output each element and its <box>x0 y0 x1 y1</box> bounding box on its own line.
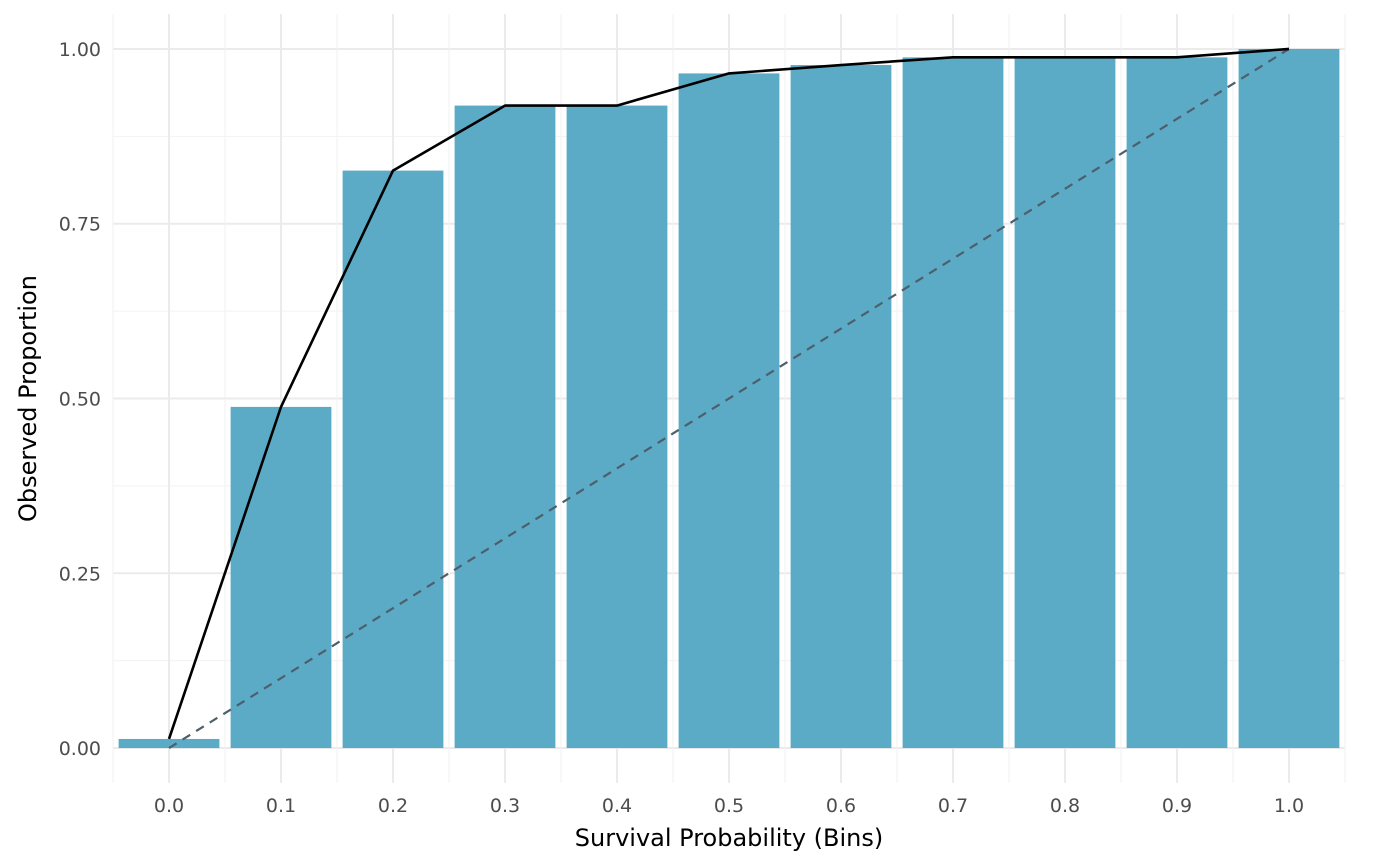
lines <box>167 47 1290 749</box>
bar-0.0 <box>118 738 220 749</box>
y-tick-label: 1.00 <box>59 39 101 61</box>
bar-0.6 <box>790 65 892 749</box>
bar-0.4 <box>566 105 668 749</box>
x-axis-title: Survival Probability (Bins) <box>575 824 883 852</box>
bar-0.1 <box>230 406 332 749</box>
bar-0.5 <box>678 73 780 749</box>
diagonal-reference-line <box>168 48 1290 749</box>
bars <box>118 48 1340 749</box>
bar-0.8 <box>1014 57 1116 749</box>
x-tick-label: 1.0 <box>1274 795 1304 817</box>
y-axis-title: Observed Proportion <box>14 275 42 522</box>
x-tick-label: 0.8 <box>1050 795 1080 817</box>
observed-proportion-line <box>167 47 1290 740</box>
x-tick-label: 0.5 <box>714 795 744 817</box>
x-tick-label: 0.0 <box>154 795 184 817</box>
x-tick-label: 0.4 <box>602 795 632 817</box>
tick-labels: 0.00 0.25 0.50 0.75 1.00 0.0 0.1 0.2 0.3 0.4 0.5 0.… <box>59 39 1304 817</box>
y-tick-label: 0.25 <box>59 563 101 585</box>
x-tick-label: 0.3 <box>490 795 520 817</box>
x-tick-label: 0.9 <box>1162 795 1192 817</box>
x-tick-label: 0.2 <box>378 795 408 817</box>
x-tick-label: 0.7 <box>938 795 968 817</box>
y-tick-label: 0.00 <box>59 738 101 760</box>
y-tick-label: 0.50 <box>59 389 101 411</box>
y-tick-label: 0.75 <box>59 214 101 236</box>
x-tick-label: 0.1 <box>266 795 296 817</box>
x-tick-label: 0.6 <box>826 795 856 817</box>
bar-0.2 <box>342 170 444 749</box>
bar-0.3 <box>454 105 556 749</box>
bar-1.0 <box>1238 48 1340 749</box>
bar-0.7 <box>902 57 1004 749</box>
bar-0.9 <box>1126 57 1228 749</box>
